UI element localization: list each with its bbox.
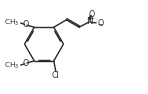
Text: O: O: [98, 19, 104, 28]
Text: +: +: [90, 16, 95, 21]
Text: N: N: [86, 17, 92, 26]
Text: O: O: [89, 10, 95, 19]
Text: CH$_3$: CH$_3$: [4, 17, 19, 28]
Text: O: O: [23, 59, 29, 68]
Text: −: −: [97, 22, 103, 28]
Text: O: O: [23, 20, 29, 29]
Text: Cl: Cl: [52, 71, 60, 80]
Text: CH$_3$: CH$_3$: [4, 60, 19, 71]
